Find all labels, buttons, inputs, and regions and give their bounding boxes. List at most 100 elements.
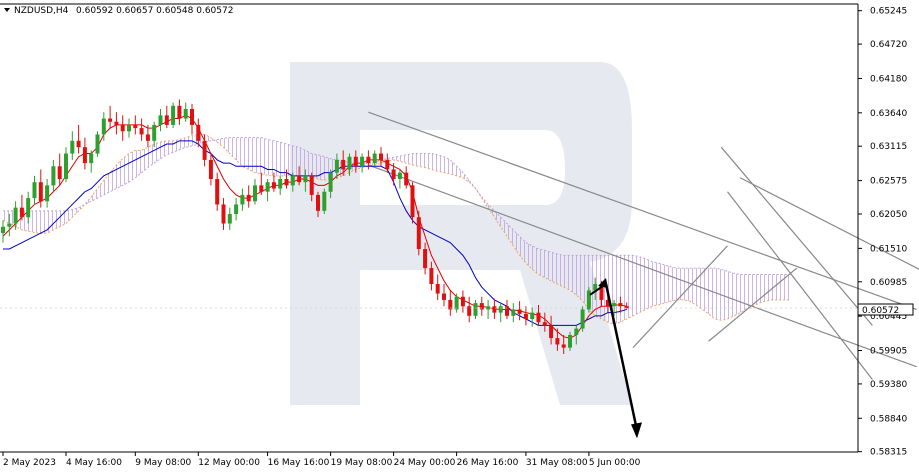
candle-body [561,344,566,348]
candle-body [467,306,472,316]
price-tick-label: 0.65245 [870,7,907,17]
candle-body [624,306,629,309]
candle-body [391,169,396,179]
kijun-sen-line [3,140,627,326]
candle-body [498,306,503,313]
candle-body [549,325,554,339]
price-tick-label: 0.59380 [870,380,907,390]
time-tick-label: 26 May 16:00 [457,458,519,468]
symbol-triangle-icon[interactable] [4,8,10,12]
candle-body [51,166,56,186]
price-tick-label: 0.62050 [870,210,907,220]
candle-body [303,175,308,183]
candle-body [555,338,560,345]
candle-body [13,207,18,224]
candle-body [183,109,188,119]
candle-body [341,159,346,170]
candle-body [599,284,604,300]
indicator-lines [2,114,627,339]
price-tick-label: 0.61510 [870,244,907,254]
candle-body [145,134,150,141]
candle-body [221,204,226,224]
time-tick-label: 19 May 08:00 [331,458,393,468]
candle-body [523,313,528,319]
channel-line [368,111,917,311]
candle-body [360,156,365,167]
candle-body [460,296,465,307]
senkou-span-b [3,137,791,275]
time-tick-label: 4 May 16:00 [66,458,122,468]
candle-body [19,207,24,218]
price-tick-label: 0.63640 [870,109,907,119]
candle-body [486,306,491,310]
candle-body [120,124,125,132]
candle-body [536,312,541,323]
candle-body [259,185,264,192]
channel-lines [368,111,919,380]
channel-line [708,267,798,342]
candle-body [473,303,478,316]
candle-body [416,217,421,249]
time-axis: 2 May 2023 4 May 16:00 9 May 08:00 12 May 0… [2,452,641,468]
candle-body [190,109,194,125]
candle-body [177,105,182,119]
candle-body [108,118,113,122]
candle-body [139,128,144,135]
candle-body [517,309,522,314]
candle-body [208,159,213,179]
candle-body [479,303,484,310]
candle-body [82,147,87,164]
candle-body [372,153,377,164]
candle-body [618,303,623,307]
forecast-arrow-lead [589,283,607,296]
candle-body [7,223,12,227]
price-tick-label: 0.63115 [870,142,907,152]
candle-body [152,124,157,141]
candle-body [234,204,239,214]
candle-body [511,309,516,316]
cloud-fill [3,134,791,325]
time-tick-label: 12 May 00:00 [198,458,260,468]
time-tick-label: 16 May 16:00 [268,458,330,468]
channel-line [720,146,873,326]
current-price-badge: 0.60572 [857,303,914,316]
candle-body [26,198,31,218]
candle-body [605,299,610,307]
watermark-logo [290,62,632,405]
candle-body [171,105,176,125]
candle-body [334,159,339,173]
candle-body [297,175,302,183]
candle-body [114,121,119,125]
price-tick-label: 0.59905 [870,347,907,357]
ichimoku-cloud [2,133,791,325]
price-tick-label: 0.60985 [870,278,907,288]
price-tick-label: 0.64180 [870,74,907,84]
candle-body [347,156,352,170]
candle-body [202,140,207,160]
candle-body [492,306,497,313]
candle-body [328,172,333,192]
candle-body [76,140,81,148]
candle-body [574,328,579,335]
chart-header: NZDUSD,H4 0.60592 0.60657 0.60548 0.6057… [4,6,233,16]
time-tick-label: 9 May 08:00 [135,458,191,468]
candle-body [45,185,50,202]
candle-body [253,185,257,202]
time-tick-label: 24 May 00:00 [394,458,456,468]
channel-line [739,177,919,270]
candle-body [271,182,276,189]
candle-body [215,179,220,205]
candle-body [164,115,169,125]
price-tick-label: 0.62575 [870,177,907,187]
candle-body [38,182,43,202]
candle-body [580,309,585,329]
time-tick-label: 2 May 2023 [3,458,56,468]
candle-body [158,115,163,125]
candle-body [586,290,591,310]
candle-body [353,156,358,167]
candle-body [316,194,320,211]
candle-body [612,303,617,307]
candle-body [593,284,598,291]
candle-body [246,194,251,202]
candle-body [448,299,453,310]
